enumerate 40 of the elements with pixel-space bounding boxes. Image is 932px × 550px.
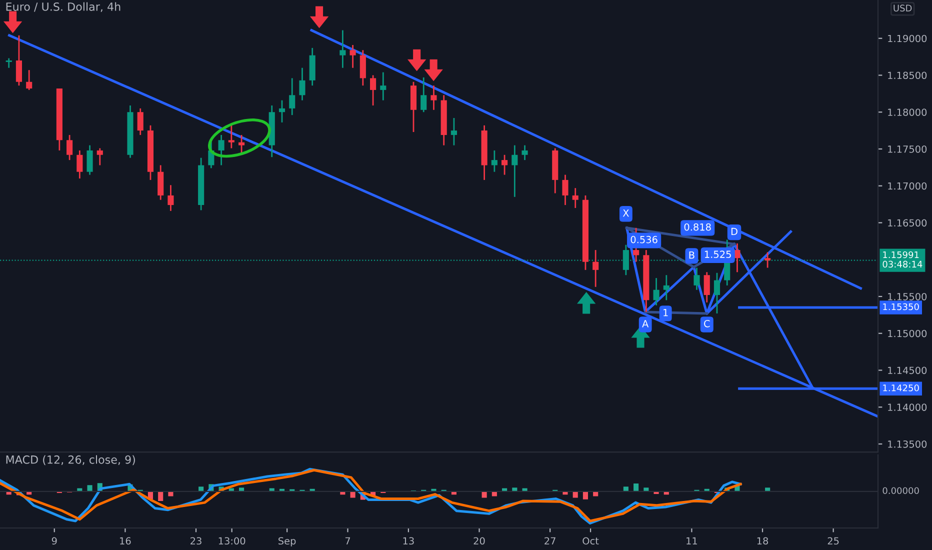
y-tick-label: 1.13500 [888,440,927,448]
y-tick-label: 1.14000 [888,404,927,411]
x-tick-label: 20 [474,537,485,545]
ref-line-label: 1.15991 03:48:14 [882,251,922,268]
x-tick-label: 16 [120,537,131,545]
annotation: 1.525 [704,250,731,258]
x-tick-label: Sep [278,537,296,546]
x-tick-label: 7 [345,537,350,544]
y-axis-title: USD [894,4,912,12]
annotation: 1.15350 [883,303,919,310]
y-tick-label: 1.16500 [888,219,927,227]
annotation: 0.536 [630,236,658,244]
x-tick-label: Oct [582,537,599,545]
y-tick-label: 1.18000 [888,108,927,116]
annotation: 1.14250 [883,384,919,392]
x-tick-label: 11 [686,537,697,544]
x-tick-label: 27 [544,537,556,544]
chart-title: Euro / U.S. Dollar, 4h [6,2,120,12]
x-tick-label: 25 [828,537,839,545]
chart-title: MACD (12, 26, close, 9) [6,455,135,466]
y-tick-label: 1.19000 [888,34,927,42]
annotation: X [622,209,629,217]
annotation: 1 [664,309,668,316]
annotation: C [704,320,710,328]
y-tick-label: 1.15000 [888,330,927,338]
y-tick-label: 1.17000 [888,182,927,190]
x-tick-label: 18 [757,537,768,545]
y-tick-label: 1.15500 [888,292,927,300]
x-tick-label: 23 [190,537,202,545]
annotation: B [689,252,694,259]
annotation: 0.818 [684,223,711,231]
y-tick-label: 1.14500 [888,366,927,374]
x-tick-label: 9 [52,537,57,545]
y-tick-label: 1.18500 [888,72,927,80]
ref-line-label: 0.00000 [882,487,919,494]
y-tick-label: 1.17500 [888,145,927,153]
annotation: D [731,228,738,235]
x-tick-label: 13 [403,537,414,545]
x-tick-label: 13:00 [218,537,246,545]
annotation: A [642,320,649,328]
